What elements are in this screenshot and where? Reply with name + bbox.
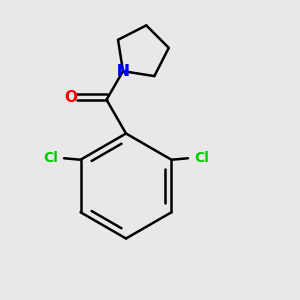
Text: N: N (117, 64, 129, 79)
Text: O: O (64, 89, 78, 104)
Text: N: N (117, 64, 129, 79)
Text: Cl: Cl (43, 151, 58, 165)
Text: Cl: Cl (194, 151, 209, 165)
